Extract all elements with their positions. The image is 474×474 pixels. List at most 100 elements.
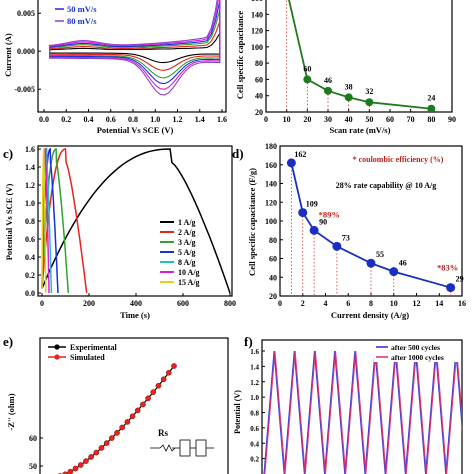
series-plot — [286, 158, 456, 296]
y-tick-label: 140 — [265, 180, 277, 189]
x-tick-label: 1.4 — [195, 115, 205, 124]
panel-label: f) — [244, 334, 253, 349]
x-tick-label: 90 — [448, 115, 456, 124]
y-tick-label: 1.2 — [25, 181, 35, 190]
x-tick-label: 12 — [413, 299, 421, 308]
y-tick-label: 60 — [255, 75, 263, 84]
legend-label: 1 A/g — [178, 218, 196, 227]
legend-marker — [54, 354, 60, 360]
y-tick-label: 80 — [255, 59, 263, 68]
efficiency-note: *89% — [319, 209, 340, 219]
x-tick-label: 70 — [407, 115, 415, 124]
data-label: 46 — [324, 76, 332, 85]
data-point — [427, 104, 436, 112]
x-tick-label: 600 — [177, 299, 189, 308]
y-tick-label: 1.0 — [250, 394, 259, 402]
simulated-point — [165, 369, 172, 376]
x-tick-label: 16 — [458, 299, 466, 308]
x-tick-label: 50 — [365, 115, 373, 124]
x-tick-label: 30 — [324, 115, 332, 124]
x-tick-label: 0 — [40, 299, 44, 308]
y-tick-label: 0.6 — [25, 235, 35, 244]
data-label: 32 — [365, 87, 373, 96]
data-label: 55 — [376, 250, 384, 259]
y-tick-label: 1.4 — [250, 363, 259, 371]
simulated-point — [129, 413, 136, 420]
x-tick-label: 10 — [390, 299, 398, 308]
y-tick-label: 160 — [251, 0, 263, 3]
simulated-point — [160, 376, 167, 383]
experimental-line — [64, 365, 175, 474]
panel-d-capacitance-chart: d)0 2 4 6 8 10 12 14 1620406080100120140160180Cu… — [232, 142, 466, 320]
simulated-point — [171, 363, 177, 369]
data-point — [344, 93, 353, 102]
y-tick-label: 0.8 — [25, 217, 35, 226]
panel-label: d) — [232, 146, 244, 161]
y-tick-label: 1.0 — [25, 199, 35, 208]
panel-label: e) — [3, 334, 13, 349]
panel-f-cycling-chart: f)1.6 1.4 1.2 1.0 0.8 0.6 0.4 0.2 Potential (V) a… — [233, 334, 463, 474]
x-axis-label: Potential Vs SCE (V) — [97, 125, 174, 135]
data-point — [389, 267, 399, 277]
simulated-point — [72, 465, 79, 472]
x-tick-label: 40 — [345, 115, 353, 124]
simulated-point — [145, 395, 151, 402]
data-label: 60 — [303, 64, 311, 73]
y-axis-label: Potential Vs SCE (V) — [4, 184, 14, 261]
legend-bg — [374, 342, 460, 352]
legend-label: 15 A/g — [178, 278, 200, 287]
data-label: 73 — [342, 233, 350, 242]
legend-label: 3 A/g — [178, 238, 196, 247]
panel-label: c) — [3, 146, 13, 161]
y-tick-label: 0.8 — [250, 410, 259, 418]
y-tick-label: 0.005 — [17, 9, 35, 18]
simulated-point — [108, 435, 115, 441]
y-axis-label: Cell specific capacitance (F/g) — [247, 168, 257, 276]
data-label: 90 — [319, 217, 327, 226]
x-tick-label: 0.8 — [128, 115, 138, 124]
y-tick-label: 50 — [29, 462, 37, 471]
y-tick-label: 160 — [265, 161, 277, 170]
data-label: 162 — [294, 150, 306, 159]
data-label: 38 — [345, 82, 353, 91]
simulated-point — [124, 419, 131, 425]
simulated-point — [93, 449, 100, 456]
x-tick-label: 800 — [224, 299, 236, 308]
gcd-curve — [41, 147, 47, 294]
y-tick-label: 120 — [251, 27, 263, 36]
y-tick-label: 120 — [265, 198, 277, 207]
circuit-label: Rs — [158, 428, 168, 438]
legend-bg — [374, 352, 460, 362]
legend-label: Simulated — [70, 353, 105, 362]
cycling-curves — [263, 350, 462, 474]
y-tick-label: 60 — [29, 434, 37, 443]
simulated-point — [88, 454, 94, 460]
plot-frame — [265, 0, 453, 113]
data-point — [365, 98, 374, 107]
data-point — [324, 86, 332, 95]
panel-b-scan-rate-chart: 0 10 20 30 40 50 60 70 80 90 20 40 60 80 100 120 140 160 S… — [235, 0, 456, 135]
cycling-curve — [263, 350, 462, 474]
data-point — [298, 208, 308, 218]
x-tick-label: 0.2 — [61, 115, 71, 124]
rate-note: 28% rate capability @ 10 A/g — [336, 181, 437, 190]
circuit-element — [195, 439, 207, 457]
simulated-point — [62, 471, 69, 474]
y-axis-label: Potential (V) — [233, 390, 242, 434]
x-tick-label: 200 — [83, 299, 95, 308]
cv-curves — [49, 0, 221, 96]
x-tick-label: 80 — [427, 115, 435, 124]
x-tick-label: 6 — [346, 299, 350, 308]
plot-frame — [39, 337, 229, 474]
x-tick-label: 4 — [324, 299, 328, 308]
legend-label: 5 A/g — [178, 248, 196, 257]
y-tick-label: 100 — [265, 217, 277, 226]
y-tick-label: 0.2 — [250, 456, 259, 464]
simulated-point — [134, 407, 141, 414]
x-tick-label: 1.2 — [173, 115, 183, 124]
panel-a-cv-chart: 0.0 0.2 0.4 0.6 0.8 1.0 1.2 1.4 1.6 0.005 0.000 -0.… — [3, 0, 227, 135]
simulated-point — [119, 424, 126, 431]
data-label: 109 — [306, 200, 318, 209]
